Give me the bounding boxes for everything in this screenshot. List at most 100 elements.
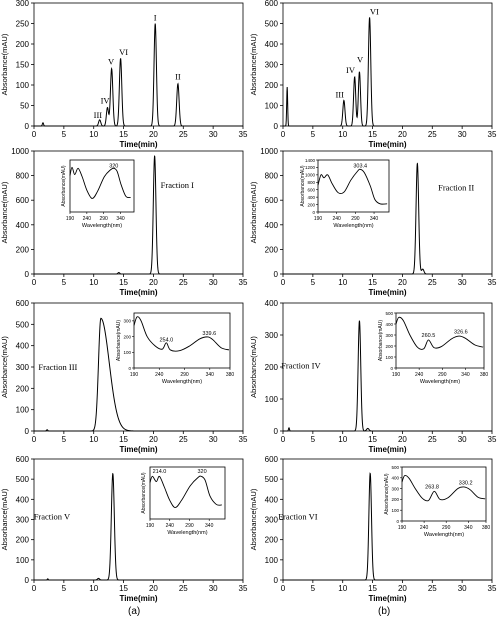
inset-x-tick-label: 380 (480, 372, 489, 378)
x-tick-label: 20 (398, 435, 407, 444)
x-tick-label: 0 (281, 435, 286, 444)
x-tick-label: 10 (89, 130, 98, 139)
inset-y-tick-label: 1400 (305, 158, 316, 163)
y-tick-label: 300 (16, 0, 30, 8)
inset-y-tick-label: 400 (385, 322, 393, 327)
x-tick-label: 30 (458, 584, 467, 593)
y-tick-label: 1000 (11, 147, 29, 156)
inset-y-tick-label: 800 (307, 180, 315, 185)
peak-annotation: VI (370, 6, 379, 16)
y-tick-label: 400 (16, 342, 30, 351)
y-tick-label: 100 (265, 395, 279, 404)
x-axis-title: Time(min) (119, 140, 157, 149)
y-tick-label: 200 (16, 384, 30, 393)
chart-a4: 0 5 10 15 20 25 30 35 0 100 200 300 400 500 600 Time(mi… (0, 455, 248, 603)
inset-x-axis-title: Wavelength(nm) (420, 379, 460, 385)
y-tick-label: 250 (16, 20, 30, 29)
inset-x-tick-label: 340 (464, 525, 473, 531)
inset-y-tick-label: 500 (385, 311, 393, 316)
y-tick-label: 200 (16, 536, 30, 545)
x-axis-title: Time(min) (368, 288, 406, 297)
chart-a2: 0 5 10 15 20 25 30 35 0 200 400 600 800 1000 Time(min)… (0, 147, 248, 297)
x-tick-label: 35 (239, 278, 248, 287)
y-tick-label: 0 (25, 122, 30, 131)
inset-x-tick-label: 190 (392, 372, 401, 378)
y-tick-label: 100 (16, 406, 30, 415)
x-tick-label: 15 (119, 130, 128, 139)
y-tick-label: 400 (265, 495, 279, 504)
y-tick-label: 200 (265, 245, 279, 254)
x-tick-label: 35 (488, 130, 497, 139)
inset-x-tick-label: 240 (415, 372, 424, 378)
x-tick-label: 25 (179, 278, 188, 287)
chart-a3: 0 5 10 15 20 25 30 35 0 100 200 300 400 500 600 Time(mi… (0, 299, 248, 454)
x-tick-label: 25 (179, 435, 188, 444)
inset-x-tick-label: 190 (146, 523, 155, 529)
chromatogram-trace (283, 17, 492, 127)
x-axis-title: Time(min) (119, 594, 157, 603)
x-axis-title: Time(min) (119, 445, 157, 454)
y-tick-label: 0 (25, 427, 30, 436)
peak-annotation: IV (101, 95, 111, 105)
y-tick-label: 300 (265, 61, 279, 70)
x-tick-label: 35 (239, 130, 248, 139)
chromatogram-trace (283, 320, 492, 432)
inset-x-tick-label: 340 (206, 372, 215, 378)
inset-y-tick-label: 100 (385, 355, 393, 360)
plot-frame (33, 2, 244, 127)
inset-x-tick-label: 340 (370, 216, 379, 222)
lambda-max-label: 326.6 (454, 329, 468, 335)
y-tick-label: 300 (265, 516, 279, 525)
y-tick-label: 300 (265, 331, 279, 340)
lambda-max-label: 263.8 (425, 485, 439, 491)
x-tick-label: 10 (89, 584, 98, 593)
lambda-max-label: 330.2 (459, 480, 473, 486)
x-tick-label: 5 (62, 278, 67, 287)
chart-b1: 0 5 10 15 20 25 30 35 0 100 200 300 400 500 600 Time(mi… (249, 0, 497, 149)
inset-y-tick-label: 600 (307, 188, 315, 193)
x-tick-label: 10 (89, 435, 98, 444)
x-tick-label: 30 (458, 435, 467, 444)
y-tick-label: 600 (16, 455, 30, 464)
x-tick-label: 0 (281, 584, 286, 593)
chart-a1: 0 5 10 15 20 25 30 35 0 50 100 150 200 250 300 Time(min… (0, 0, 248, 149)
inset-x-axis-title: Wavelength(nm) (424, 532, 464, 538)
x-axis-title: Time(min) (368, 594, 406, 603)
lambda-max-label: 320 (109, 163, 118, 169)
inset-x-tick-label: 240 (155, 372, 164, 378)
peak-annotation: VI (119, 47, 128, 57)
inset-x-axis-title: Wavelength(nm) (162, 379, 202, 385)
chromatogram-trace (283, 472, 492, 581)
peak-annotation: Fraction VI (278, 512, 317, 522)
y-tick-label: 0 (274, 270, 279, 279)
inset-x-tick-label: 190 (314, 216, 323, 222)
x-tick-label: 25 (179, 130, 188, 139)
y-tick-label: 600 (265, 196, 279, 205)
x-tick-label: 20 (398, 278, 407, 287)
x-tick-label: 15 (368, 278, 377, 287)
uv-spectrum-curve (317, 168, 388, 205)
peak-annotation: III (335, 90, 344, 100)
peak-annotation: I (154, 13, 157, 23)
x-tick-label: 30 (209, 130, 218, 139)
y-tick-label: 100 (265, 556, 279, 565)
peak-annotation: Fraction V (34, 512, 71, 522)
inset-y-tick-label: 400 (307, 195, 315, 200)
y-tick-label: 0 (274, 427, 279, 436)
x-tick-label: 10 (338, 435, 347, 444)
x-tick-label: 20 (398, 130, 407, 139)
x-tick-label: 0 (281, 130, 286, 139)
y-tick-label: 400 (16, 221, 30, 230)
x-tick-label: 0 (281, 278, 286, 287)
inset-y-tick-label: 100 (123, 350, 131, 355)
y-tick-label: 200 (16, 40, 30, 49)
x-tick-label: 20 (149, 584, 158, 593)
y-tick-label: 200 (16, 245, 30, 254)
inset-uv-spectrum: 190 240 290 340 380 0 100 200 300 Wavelength(nm) A… (116, 312, 234, 385)
x-tick-label: 10 (338, 584, 347, 593)
y-axis-title: Absorbance(mAU) (0, 181, 9, 243)
inset-y-axis-title: Absorbance(mAU) (378, 320, 384, 361)
inset-y-tick-label: 100 (391, 508, 399, 513)
inset-x-tick-label: 290 (185, 523, 194, 529)
x-tick-label: 15 (368, 584, 377, 593)
